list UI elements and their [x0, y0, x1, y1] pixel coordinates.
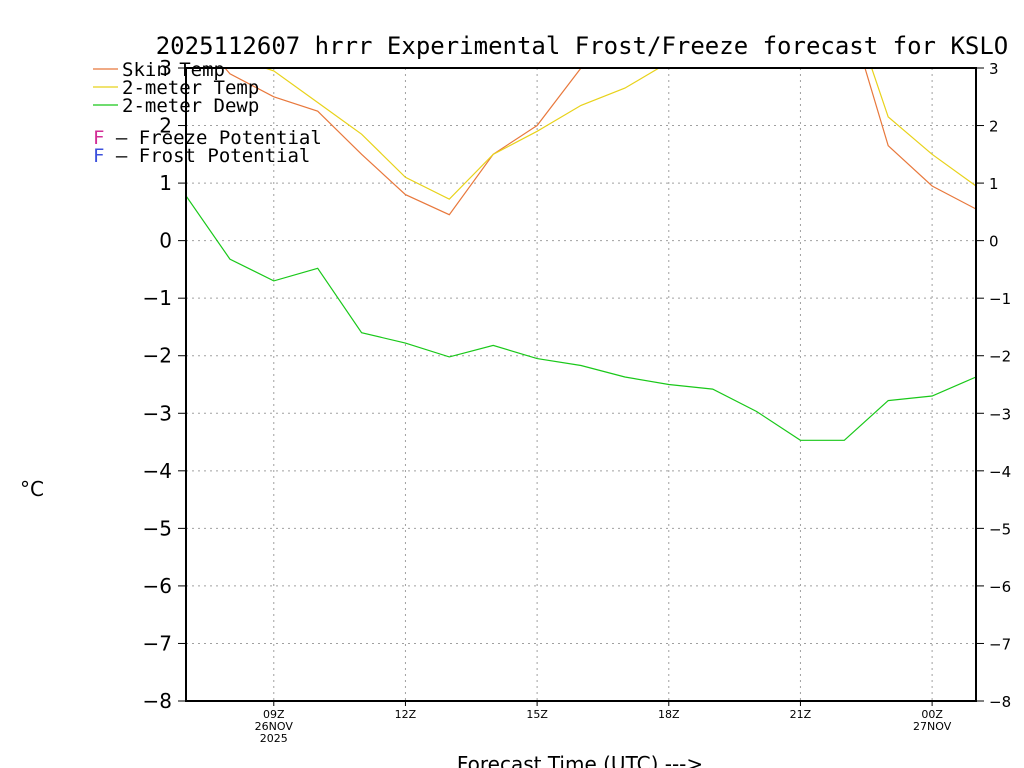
y-tick-label-right: 1 [989, 175, 999, 193]
plot-frame [185, 67, 977, 702]
x-axis-label: Forecast Time (UTC) ---> [457, 752, 703, 768]
y-tick-label: 1 [159, 171, 172, 195]
legend-label: 2-meter Temp [122, 77, 259, 99]
x-tick-label: 00Z [921, 708, 943, 721]
y-tick-label: −4 [143, 459, 172, 483]
y-tick-label-right: −1 [989, 290, 1011, 308]
y-tick-label: 3 [159, 56, 172, 80]
y-axis-label: °C [20, 477, 44, 501]
y-tick-label-right: −7 [989, 635, 1011, 653]
x-tick-label: 18Z [658, 708, 680, 721]
y-tick-label: −2 [143, 344, 172, 368]
series-line-2-meter-dewp [186, 195, 976, 441]
y-tick-label: 0 [159, 229, 172, 253]
chart-title: 2025112607 hrrr Experimental Frost/Freez… [156, 32, 1009, 60]
y-axis-left: 3 2 1 0 −1 −2 −3 −4 −5 −6 −7 −8 [143, 56, 186, 713]
x-tick-label: 26NOV [255, 720, 294, 733]
series-line-skin-temp [224, 68, 976, 216]
series-line-2-meter-temp [263, 68, 976, 200]
y-tick-label-right: 3 [989, 60, 999, 78]
x-tick-label: 21Z [790, 708, 812, 721]
legend-label: Skin Temp [122, 59, 225, 81]
legend-potential: F – Frost Potential [93, 145, 310, 167]
y-tick-label-right: −8 [989, 693, 1011, 711]
x-tick-label: 09Z [263, 708, 285, 721]
y-tick-label: −1 [143, 286, 172, 310]
y-tick-label: −6 [143, 574, 172, 598]
y-tick-label-right: −2 [989, 348, 1011, 366]
y-tick-label-right: −5 [989, 520, 1011, 538]
y-tick-label-right: −3 [989, 405, 1011, 423]
legend-potential: F – Freeze Potential [93, 127, 322, 149]
y-tick-label: −8 [143, 689, 172, 713]
x-tick-label: 2025 [260, 732, 288, 745]
x-tick-label: 12Z [395, 708, 417, 721]
y-tick-label: 2 [159, 114, 172, 138]
x-tick-label: 27NOV [913, 720, 952, 733]
legend-potential-label: – Freeze Potential [104, 127, 321, 149]
y-tick-label: −3 [143, 401, 172, 425]
legend-potential-symbol: F [93, 127, 104, 149]
y-tick-label-right: −6 [989, 578, 1011, 596]
series-group [186, 68, 976, 441]
legend-potential-symbol: F [93, 145, 104, 167]
y-tick-label: −5 [143, 516, 172, 540]
legend-label: 2-meter Dewp [122, 95, 259, 117]
legend-potential-label: – Frost Potential [104, 145, 310, 167]
x-tick-label: 15Z [526, 708, 548, 721]
y-axis-right: 3 2 1 0 −1 −2 −3 −4 −5 −6 −7 −8 [976, 60, 1011, 711]
y-tick-label-right: 0 [989, 233, 999, 251]
y-tick-label-right: −4 [989, 463, 1011, 481]
y-tick-label: −7 [143, 631, 172, 655]
y-tick-label-right: 2 [989, 118, 999, 136]
